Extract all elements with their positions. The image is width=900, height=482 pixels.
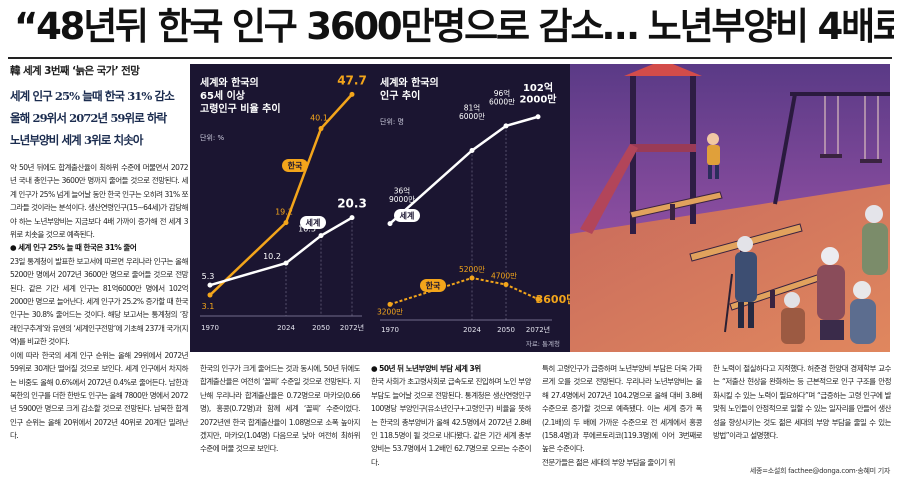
- subhead-line: 세계 인구 25% 늘때 한국 31% 감소: [10, 89, 175, 103]
- data-point: [535, 296, 541, 302]
- paragraph: 한국 사회가 초고령사회로 급속도로 진입하며 노인 부양 부담도 늘어날 것으…: [371, 377, 531, 467]
- data-label: 4700만: [491, 272, 517, 281]
- x-tick-label: 1970: [201, 324, 219, 332]
- elderly-figure: [850, 281, 876, 344]
- lead-column: 韓 세계 3번째 ‘늙은 국가’ 전망 세계 인구 25% 늘때 한국 31% …: [10, 64, 189, 443]
- data-label: 102억 2000만: [519, 82, 557, 106]
- chart-title: 세계와 한국의: [380, 76, 439, 89]
- lead-body: 약 50년 뒤에도 합계출산율이 최하위 수준에 머물면서 2072년 국내 총…: [10, 161, 189, 443]
- data-point: [469, 147, 475, 153]
- series-line-korea: [209, 93, 353, 296]
- data-point: [283, 260, 289, 266]
- data-label: 96억 6000만: [489, 89, 515, 107]
- x-tick-label: 2050: [497, 326, 515, 334]
- series-line-korea: [389, 276, 539, 306]
- data-label: 81억 6000만: [459, 103, 485, 121]
- paragraph: 이에 따라 한국의 세계 인구 순위는 올해 29위에서 2072년 59위로 …: [10, 350, 189, 441]
- article-column: ● 50년 뒤 노년부양비 부담 세계 3위 한국 사회가 초고령사회로 급속도…: [371, 362, 531, 474]
- subheads: 세계 인구 25% 늘때 한국 31% 감소 올해 29위서 2072년 59위…: [10, 85, 188, 151]
- chart-unit: 단위: 명: [380, 117, 404, 126]
- paragraph: 한 노력이 절실하다고 지적했다. 허준경 한양대 경제학부 교수는 “저출산 …: [713, 364, 891, 441]
- data-label: 10.2: [263, 252, 281, 261]
- paragraph: 한국의 인구가 크게 줄어드는 것과 동시에, 50년 뒤에도 합계출산율은 여…: [200, 364, 360, 454]
- series-name-world-pill: [394, 209, 420, 222]
- data-label: 16.3: [298, 225, 316, 234]
- paragraph: 전문가들은 젊은 세대의 부양 부담을 줄이기 위: [542, 457, 675, 467]
- headline: “48년뒤 한국 인구 3600만명으로 감소… 노년부양비 4배로 껑충”: [14, 5, 894, 48]
- data-label: 5200만: [459, 265, 485, 274]
- data-label: 20.3: [337, 197, 367, 211]
- series-name-korea-pill: [282, 159, 308, 172]
- series-name-world-label: 세계: [306, 218, 321, 228]
- data-label: 36억 9000만: [389, 187, 415, 205]
- infographic-panel: 세계와 한국의 65세 이상 고령인구 비율 추이 단위: % 1970 2024 2050…: [190, 64, 890, 352]
- subhead-line: 노년부양비 세계 3위로 치솟아: [10, 133, 143, 147]
- data-point: [283, 220, 289, 226]
- x-tick-label: 1970: [381, 326, 399, 334]
- article-column: 한 노력이 절실하다고 지적했다. 허준경 한양대 경제학부 교수는 “저출산 …: [713, 362, 891, 464]
- kicker: 韓 세계 3번째 ‘늙은 국가’ 전망: [10, 65, 140, 77]
- data-point: [207, 282, 213, 288]
- data-point: [535, 114, 541, 120]
- data-point: [349, 91, 355, 97]
- x-tick-label: 2072년: [340, 323, 364, 332]
- data-point: [503, 282, 509, 288]
- chart-title: 인구 추이: [380, 89, 420, 102]
- data-point: [469, 275, 475, 281]
- x-tick-label: 2072년: [526, 325, 550, 334]
- series-name-korea-label: 한국: [288, 161, 303, 171]
- child-figure: [707, 133, 720, 179]
- subhead-line: 올해 29위서 2072년 59위로 하락: [10, 111, 167, 125]
- data-point: [387, 221, 393, 227]
- chart-title: 세계와 한국의: [200, 76, 259, 89]
- section-heading: ● 50년 뒤 노년부양비 부담 세계 3위: [371, 364, 481, 373]
- series-name-world-label: 세계: [400, 211, 415, 221]
- data-label: 3.1: [202, 302, 215, 311]
- data-label: 5.3: [202, 272, 215, 281]
- elderly-figure: [817, 247, 845, 340]
- data-point: [318, 126, 324, 132]
- byline: 세종=소설희 facthee@donga.com·송혜미 기자: [749, 467, 890, 475]
- paragraph: 특히 고령인구가 급증하며 노년부양비 부담은 더욱 가파르게 오를 것으로 전…: [542, 364, 702, 454]
- data-point: [503, 123, 509, 129]
- x-tick-label: 2024: [463, 326, 481, 334]
- data-point: [387, 301, 393, 307]
- headline-rule: [8, 57, 892, 59]
- data-label: 3200만: [377, 307, 403, 316]
- elderly-figure: [781, 292, 805, 344]
- elderly-figure: [724, 236, 757, 333]
- elderly-figure: [862, 205, 888, 275]
- series-name-world-pill: [300, 216, 326, 229]
- series-name-korea-label: 한국: [426, 281, 441, 291]
- series-line-world: [209, 216, 353, 287]
- section-heading: ● 세계 인구 25% 늘 때 한국은 31% 줄어: [10, 243, 137, 253]
- chart-title: 65세 이상: [200, 89, 246, 102]
- article-column: 특히 고령인구가 급증하며 노년부양비 부담은 더욱 가파르게 오를 것으로 전…: [542, 362, 702, 474]
- data-point: [207, 292, 213, 298]
- data-label: 19.2: [275, 208, 293, 217]
- chart-unit: 단위: %: [200, 133, 224, 142]
- paragraph: 약 50년 뒤에도 합계출산율이 최하위 수준에 머물면서 2072년 국내 총…: [10, 163, 189, 240]
- data-label: 3600만: [536, 292, 570, 306]
- data-point: [349, 215, 355, 221]
- data-label: 47.7: [337, 73, 367, 87]
- series-line-world: [389, 115, 539, 225]
- paragraph: 23일 통계청이 발표한 보고서에 따르면 우리나라 인구는 올해 5200만 …: [10, 256, 189, 347]
- series-name-korea-pill: [420, 279, 446, 292]
- x-tick-label: 2024: [277, 324, 295, 332]
- chart-source: 자료: 통계청: [526, 339, 560, 348]
- data-label: 40.1: [310, 114, 328, 123]
- chart-title: 고령인구 비율 추이: [200, 102, 281, 115]
- data-point: [318, 233, 324, 239]
- article-column: 한국의 인구가 크게 줄어드는 것과 동시에, 50년 뒤에도 합계출산율은 여…: [200, 362, 360, 474]
- playground-illustration: [570, 64, 890, 352]
- x-tick-label: 2050: [312, 324, 330, 332]
